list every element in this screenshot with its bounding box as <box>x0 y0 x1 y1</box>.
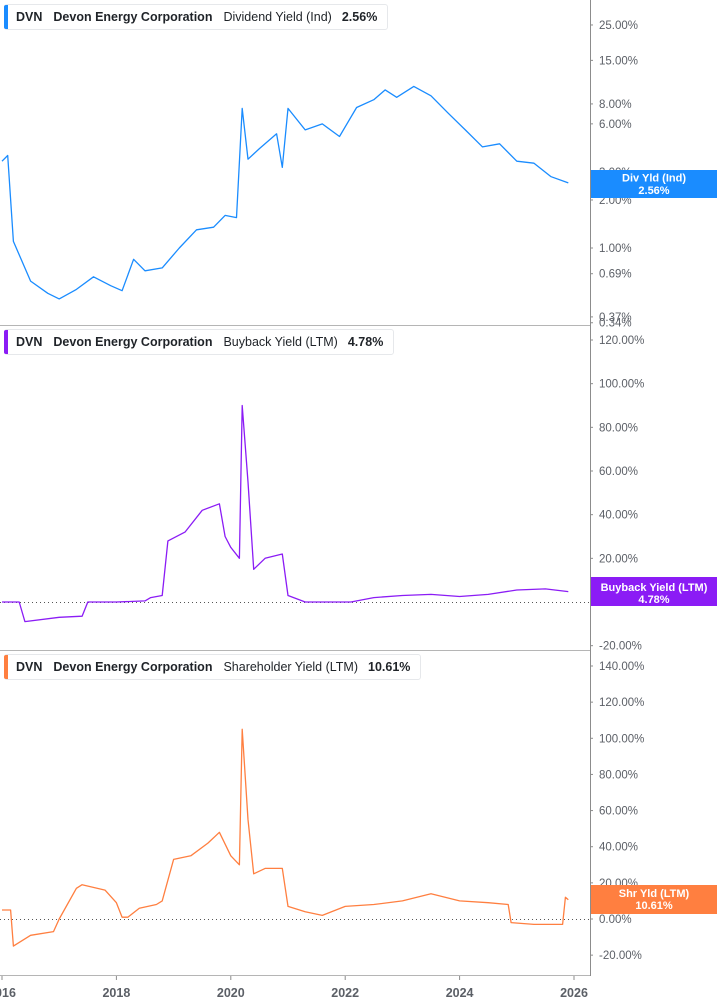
legend-value: 4.78% <box>347 335 384 349</box>
legend-company: Devon Energy Corporation <box>53 10 213 24</box>
y-tick-label: -20.00% <box>599 950 642 962</box>
y-tick-label: 40.00% <box>599 510 638 522</box>
badge-value: 2.56% <box>638 185 669 197</box>
legend-ticker: DVN <box>16 10 43 24</box>
buyback-legend[interactable]: DVN Devon Energy Corporation Buyback Yie… <box>4 329 395 355</box>
legend-metric: Shareholder Yield (LTM) <box>223 660 359 674</box>
x-tick-label: 2016 <box>0 986 16 1000</box>
y-tick-label: 6.00% <box>599 119 632 131</box>
y-tick-label: 0.37% <box>599 312 632 324</box>
y-tick-label: 8.00% <box>599 99 632 111</box>
legend-value: 2.56% <box>341 10 378 24</box>
y-tick-label: 0.69% <box>599 269 632 281</box>
y-tick-label: 140.00% <box>599 661 644 673</box>
y-axis-ticks: 25.00%15.00%8.00%6.00%3.00%2.00%1.00%0.6… <box>590 20 644 962</box>
y-tick-label: 0.34% <box>599 318 632 330</box>
shareholder-yield-line <box>2 728 569 947</box>
y-tick-label: 1.00% <box>599 243 632 255</box>
legend-metric: Dividend Yield (Ind) <box>223 10 332 24</box>
y-tick-label: 100.00% <box>599 379 644 391</box>
y-tick-label: 25.00% <box>599 20 638 32</box>
y-tick-label: 40.00% <box>599 842 638 854</box>
y-tick-label: 80.00% <box>599 769 638 781</box>
dividend-yield-line <box>1 85 569 300</box>
y-tick-label: 15.00% <box>599 55 638 67</box>
series-color-swatch <box>4 5 8 29</box>
x-tick-label: 2024 <box>446 986 474 1000</box>
legend-company: Devon Energy Corporation <box>53 335 213 349</box>
dividend-legend[interactable]: DVN Devon Energy Corporation Dividend Yi… <box>4 4 389 30</box>
badge-label: Div Yld (Ind) <box>622 173 686 185</box>
legend-company: Devon Energy Corporation <box>53 660 213 674</box>
dividend-value-badge: Div Yld (Ind) 2.56% <box>591 170 717 198</box>
legend-ticker: DVN <box>16 335 43 349</box>
legend-metric: Buyback Yield (LTM) <box>223 335 338 349</box>
badge-value: 10.61% <box>635 900 673 912</box>
x-tick-label: 2022 <box>331 986 359 1000</box>
y-tick-label: 80.00% <box>599 422 638 434</box>
y-tick-label: 20.00% <box>599 553 638 565</box>
y-tick-label: 60.00% <box>599 806 638 818</box>
y-tick-label: 60.00% <box>599 466 638 478</box>
series-color-swatch <box>4 330 8 354</box>
x-tick-label: 2026 <box>560 986 588 1000</box>
badge-value: 4.78% <box>638 594 669 606</box>
badge-label: Shr Yld (LTM) <box>619 888 690 900</box>
buyback-value-badge: Buyback Yield (LTM) 4.78% <box>591 577 717 606</box>
x-axis-ticks: 2016 2018 2020 2022 2024 2026 <box>0 976 588 1000</box>
y-tick-label: 120.00% <box>599 697 644 709</box>
shareholder-value-badge: Shr Yld (LTM) 10.61% <box>591 885 717 914</box>
buyback-yield-line <box>2 404 569 623</box>
y-tick-label: 120.00% <box>599 335 644 347</box>
y-tick-label: 0.00% <box>599 914 632 926</box>
x-tick-label: 2018 <box>102 986 130 1000</box>
y-tick-label: -20.00% <box>599 641 642 653</box>
x-tick-label: 2020 <box>217 986 245 1000</box>
y-tick-label: 100.00% <box>599 733 644 745</box>
legend-value: 10.61% <box>368 660 411 674</box>
legend-ticker: DVN <box>16 660 43 674</box>
badge-label: Buyback Yield (LTM) <box>601 582 708 594</box>
shareholder-legend[interactable]: DVN Devon Energy Corporation Shareholder… <box>4 654 422 680</box>
series-color-swatch <box>4 655 8 679</box>
